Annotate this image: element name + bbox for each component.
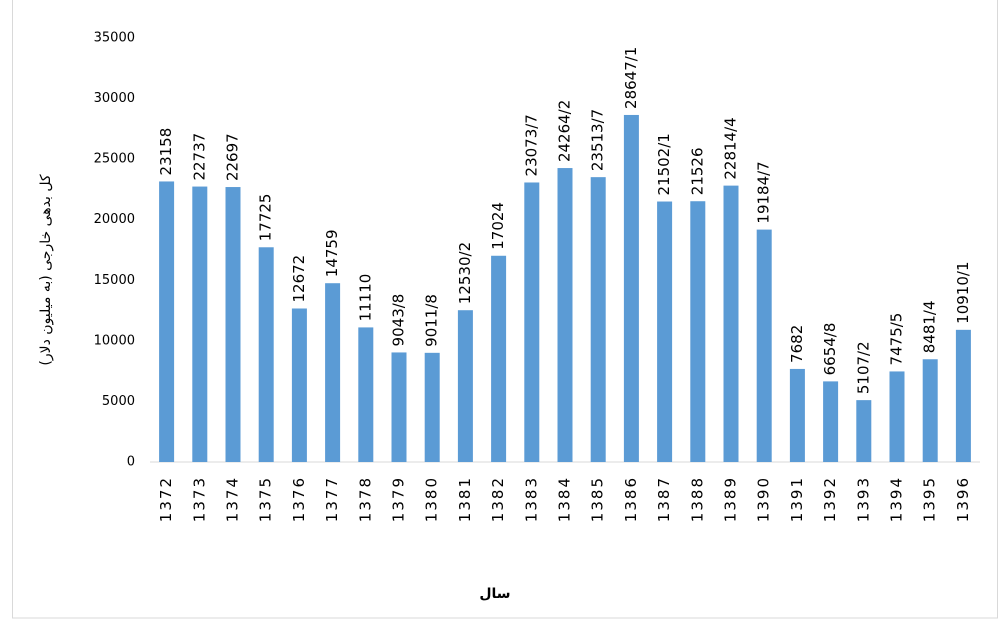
data-label: 21526 xyxy=(688,148,706,196)
y-tick-label: 15000 xyxy=(94,273,135,288)
data-label: 21502/1 xyxy=(655,133,673,195)
y-axis-title: کل بدهی خارجی (به میلیون دلار) xyxy=(38,174,54,366)
data-label: 6654/8 xyxy=(821,323,839,376)
x-tick-label: 1392 xyxy=(821,476,839,522)
bar xyxy=(955,329,971,462)
bar xyxy=(325,283,341,462)
bar xyxy=(491,255,507,462)
y-tick-label: 0 xyxy=(127,455,135,470)
data-label: 9011/8 xyxy=(423,294,441,347)
x-tick-label: 1387 xyxy=(655,476,673,522)
data-label: 22814/4 xyxy=(722,117,740,179)
x-tick-label: 1384 xyxy=(556,476,574,522)
data-label: 5107/2 xyxy=(854,341,872,394)
x-tick-label: 1395 xyxy=(921,476,939,522)
x-tick-label: 1375 xyxy=(257,476,275,522)
x-tick-label: 1396 xyxy=(954,476,972,522)
data-label: 14759 xyxy=(323,229,341,277)
bar xyxy=(557,168,573,462)
data-label: 9043/8 xyxy=(390,294,408,347)
bar xyxy=(192,186,208,462)
data-label: 23513/7 xyxy=(589,109,607,171)
data-label: 23073/7 xyxy=(522,114,540,176)
data-label: 22697 xyxy=(224,133,242,181)
data-label: 8481/4 xyxy=(921,300,939,353)
data-label: 7682 xyxy=(788,325,806,363)
x-tick-label: 1377 xyxy=(323,476,341,522)
x-tick-label: 1373 xyxy=(190,476,208,522)
bar xyxy=(922,359,938,462)
x-tick-label: 1389 xyxy=(722,476,740,522)
x-tick-label: 1372 xyxy=(157,476,175,522)
x-tick-label: 1374 xyxy=(224,476,242,522)
x-tick-label: 1393 xyxy=(854,476,872,522)
x-tick-label: 1391 xyxy=(788,476,806,522)
data-label: 17024 xyxy=(489,202,507,250)
bar xyxy=(723,185,739,462)
bar xyxy=(524,182,540,462)
bar xyxy=(657,201,673,463)
x-tick-label: 1382 xyxy=(489,476,507,522)
data-label: 23158 xyxy=(157,128,175,176)
x-tick-label: 1385 xyxy=(589,476,607,522)
y-tick-label: 25000 xyxy=(94,152,135,167)
bar xyxy=(291,308,307,462)
y-tick-label: 30000 xyxy=(94,91,135,106)
x-tick-label: 1386 xyxy=(622,476,640,522)
x-tick-label: 1383 xyxy=(522,476,540,522)
bar xyxy=(258,247,274,462)
x-tick-label: 1390 xyxy=(755,476,773,522)
y-tick-label: 5000 xyxy=(102,394,135,409)
data-label: 19184/7 xyxy=(755,161,773,223)
bar xyxy=(823,381,839,462)
y-tick-label: 35000 xyxy=(94,31,135,46)
data-label: 12672 xyxy=(290,255,308,303)
bar xyxy=(159,181,175,462)
bar xyxy=(391,352,407,462)
bar xyxy=(690,201,706,462)
x-tick-label: 1379 xyxy=(390,476,408,522)
data-label: 7475/5 xyxy=(888,313,906,366)
data-label: 12530/2 xyxy=(456,242,474,304)
x-tick-label: 1378 xyxy=(356,476,374,522)
bar xyxy=(756,229,772,462)
bar xyxy=(623,114,639,462)
bar xyxy=(225,187,241,462)
data-label: 24264/2 xyxy=(556,100,574,162)
bar xyxy=(789,368,805,462)
x-tick-label: 1394 xyxy=(888,476,906,522)
data-label: 22737 xyxy=(190,133,208,181)
data-label: 17725 xyxy=(257,194,275,242)
y-tick-label: 20000 xyxy=(94,212,135,227)
y-tick-label: 10000 xyxy=(94,333,135,348)
x-axis-title: سال xyxy=(479,586,510,602)
data-label: 11110 xyxy=(356,274,374,322)
x-tick-label: 1388 xyxy=(688,476,706,522)
x-tick-label: 1380 xyxy=(423,476,441,522)
bar xyxy=(358,327,374,462)
x-tick-label: 1376 xyxy=(290,476,308,522)
bar xyxy=(590,177,606,462)
data-label: 10910/1 xyxy=(954,262,972,324)
bar xyxy=(424,352,440,462)
x-tick-label: 1381 xyxy=(456,476,474,522)
data-label: 28647/1 xyxy=(622,47,640,109)
bar xyxy=(856,400,872,462)
bar xyxy=(457,310,473,462)
bar xyxy=(889,371,905,462)
